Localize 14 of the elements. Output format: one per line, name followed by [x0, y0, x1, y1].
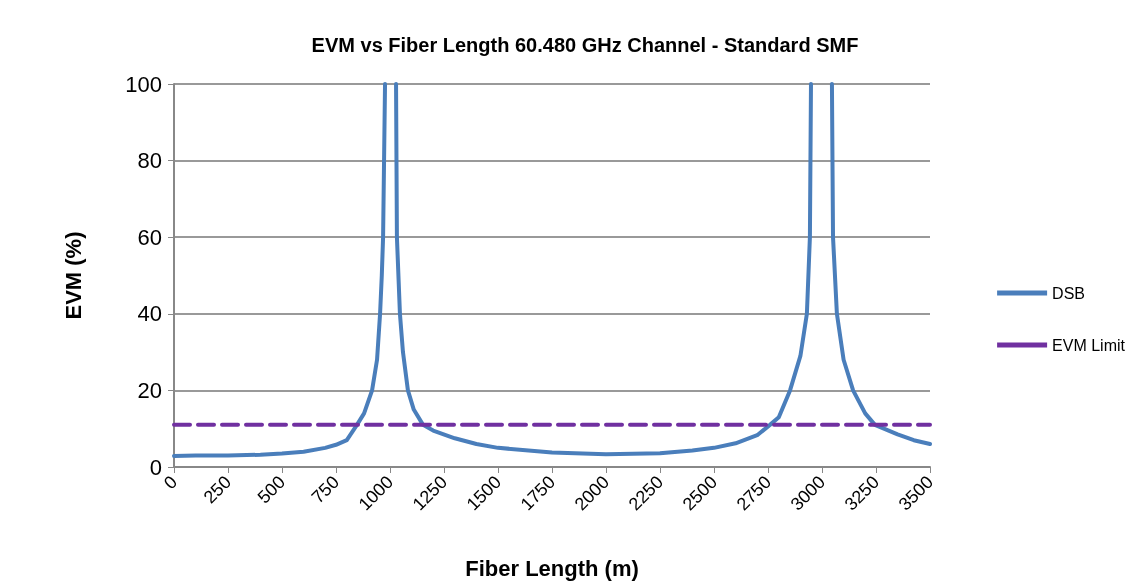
- legend-label: EVM Limit: [1052, 336, 1126, 354]
- y-tick-label: 60: [137, 224, 162, 250]
- y-axis-title: EVM (%): [60, 231, 86, 320]
- x-tick-label: 500: [253, 471, 290, 508]
- x-axis-title: Fiber Length (m): [465, 555, 639, 581]
- y-tick-label: 0: [149, 454, 162, 480]
- x-tick-label: 250: [199, 471, 236, 508]
- legend-label: DSB: [1052, 284, 1086, 302]
- chart-title: EVM vs Fiber Length 60.480 GHz Channel - Standard SMF: [311, 34, 859, 56]
- y-tick-label: 20: [137, 377, 162, 403]
- y-tick-label: 40: [137, 301, 162, 327]
- y-tick-label: 80: [137, 148, 162, 174]
- x-tick-label: 750: [307, 471, 344, 508]
- y-tick-label: 100: [125, 71, 162, 97]
